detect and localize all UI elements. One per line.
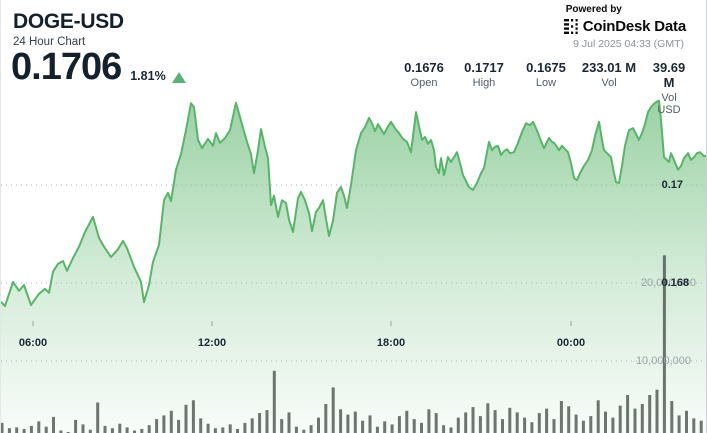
up-triangle-icon (171, 72, 186, 83)
price-row: 0.1706 1.81% (11, 48, 186, 86)
stat-value: 0.1675 (526, 60, 566, 75)
stat-vol-usd: 39.69 M Vol USD (651, 60, 688, 116)
x-axis-label: 00:00 (556, 337, 586, 349)
stat-high: 0.1717 High (464, 60, 504, 89)
x-axis-label: 12:00 (197, 337, 227, 349)
stat-label: Low (535, 77, 557, 89)
price-axis-label: 0.168 (661, 277, 689, 289)
chart-period-label: 24 Hour Chart (13, 36, 86, 49)
x-axis-label: 06:00 (18, 337, 48, 349)
volume-axis-label: 10,000,000 (635, 355, 691, 367)
current-price: 0.1706 (11, 46, 122, 88)
chart-timestamp: 9 Jul 2025 04:33 (GMT) (573, 38, 684, 50)
stat-low: 0.1675 Low (526, 60, 566, 89)
stat-label: Vol USD (657, 92, 681, 116)
stat-open: 0.1676 Open (404, 60, 444, 89)
stat-label: Vol (601, 77, 617, 89)
stat-value: 39.69 M (652, 60, 686, 90)
stat-value: 0.1717 (464, 60, 504, 75)
stat-vol: 233.01 M Vol (582, 60, 636, 89)
powered-by-label: Powered by (565, 4, 622, 15)
chart-header: DOGE-USD 24 Hour Chart (13, 10, 124, 48)
stat-value: 0.1676 (404, 60, 444, 75)
x-axis-label: 18:00 (376, 337, 406, 349)
price-axis-label: 0.17 (661, 179, 683, 191)
pair-title: DOGE-USD (13, 10, 124, 33)
powered-by-block: Powered by CoinDesk Data 9 Jul 2025 04:3… (563, 4, 686, 50)
stat-value: 233.01 M (581, 60, 637, 75)
coindesk-data-link[interactable]: CoinDesk Data (563, 18, 686, 35)
price-change-percent: 1.81% (130, 69, 166, 83)
stat-label: Open (410, 77, 438, 89)
coindesk-logo-icon (563, 19, 578, 34)
coindesk-brand: CoinDesk Data (582, 18, 686, 35)
stat-label: High (472, 77, 496, 89)
volume-axis-label: 20,000,000 (640, 277, 696, 289)
